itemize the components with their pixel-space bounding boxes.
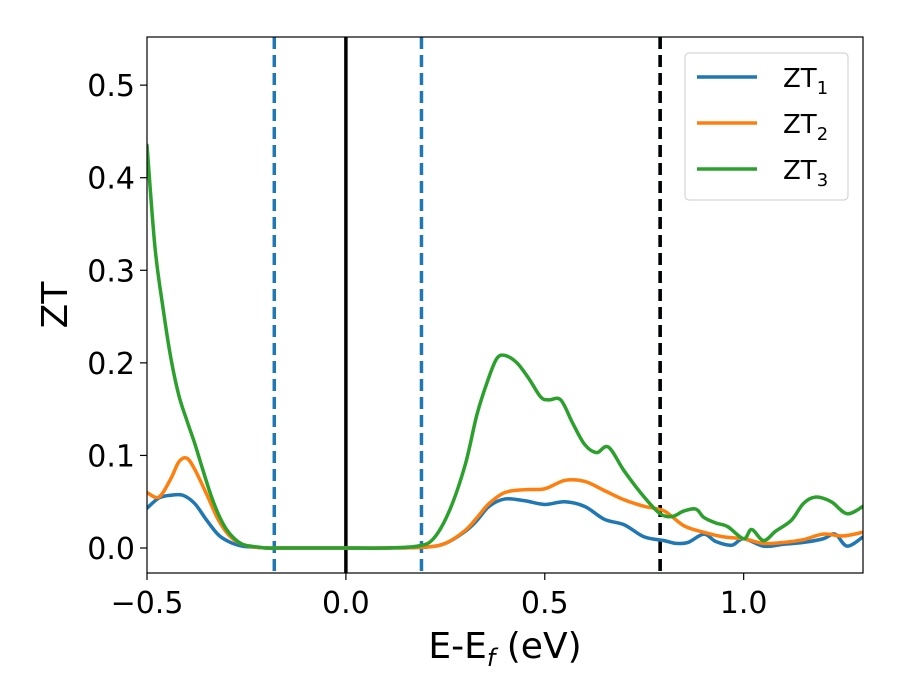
y-tick-label: 0.4: [87, 162, 135, 197]
plot-frame: [146, 36, 864, 574]
x-axis-ticks: −0.5 0.0 0.5 1.0: [111, 573, 768, 621]
y-axis-ticks: 0.0 0.1 0.2 0.3 0.4 0.5: [87, 69, 147, 567]
y-axis-label: ZT: [35, 281, 76, 329]
data-series: [147, 143, 863, 550]
legend: ZT1 ZT2 ZT3: [684, 52, 849, 201]
series-line-2: [147, 456, 863, 550]
x-tick-label: −0.5: [111, 586, 184, 621]
series-line-3: [147, 143, 863, 550]
y-tick-label: 0.1: [87, 439, 135, 474]
y-tick-label: 0.5: [87, 69, 135, 104]
legend-box: [684, 52, 849, 201]
x-axis-label: E-Ef (eV): [428, 626, 581, 672]
y-tick-label: 0.3: [87, 254, 135, 289]
legend-label-2: ZT2: [783, 110, 828, 145]
x-tick-label: 1.0: [720, 586, 768, 621]
reference-lines: [272, 37, 662, 573]
legend-label-1: ZT1: [783, 64, 828, 99]
y-tick-label: 0.2: [87, 347, 135, 382]
x-tick-label: 0.0: [322, 586, 370, 621]
legend-label-3: ZT3: [783, 156, 828, 191]
y-tick-label: 0.0: [87, 532, 135, 567]
x-tick-label: 0.5: [521, 586, 569, 621]
